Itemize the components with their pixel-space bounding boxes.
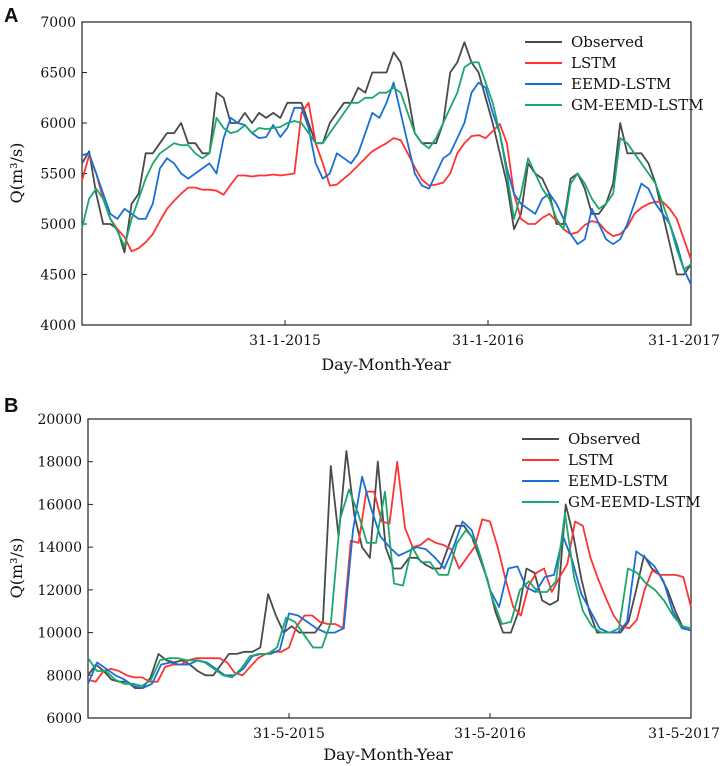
legend-label-gm-eemd-lstm: GM-EEMD-LSTM [568, 493, 701, 511]
series-line-lstm [81, 101, 692, 260]
x-tick-label: 31-5-2017 [648, 726, 720, 742]
y-tick-label: 5500 [40, 167, 76, 183]
series-line-gm-eemd-lstm [81, 61, 692, 271]
y-tick-label: 4500 [40, 268, 76, 284]
panel-a-legend: Observed LSTM EEMD-LSTM GM-EEMD-LSTM [525, 33, 704, 114]
series-line-eemd-lstm [81, 81, 692, 285]
legend-label-lstm: LSTM [568, 451, 614, 469]
panel-b-series [87, 450, 692, 689]
x-tick-label: 31-1-2016 [452, 333, 524, 349]
panel-b: B 6000 8000 10000 12000 14000 16000 18000 20000… [4, 395, 720, 764]
panel-b-y-ticks: 6000 8000 10000 12000 14000 16000 18000 20000 [37, 412, 93, 727]
legend-label-eemd-lstm: EEMD-LSTM [568, 472, 668, 490]
y-tick-label: 20000 [37, 412, 82, 428]
y-tick-label: 7000 [40, 15, 76, 31]
panel-b-x-ticks: 31-5-2015 31-5-2016 31-5-2017 [253, 713, 720, 742]
x-tick-label: 31-1-2015 [249, 333, 321, 349]
y-tick-label: 6500 [40, 66, 76, 82]
y-tick-label: 4000 [40, 318, 76, 334]
panel-b-letter: B [4, 395, 18, 417]
panel-a-y-ticks: 4000 4500 5000 5500 6000 6500 7000 [40, 15, 87, 334]
panel-a-series [81, 41, 692, 285]
y-tick-label: 12000 [37, 583, 82, 599]
series-line-observed [81, 41, 692, 276]
panel-a-y-axis-title: Q(m³/s) [7, 143, 26, 204]
panel-a-x-axis-title: Day-Month-Year [321, 355, 451, 374]
y-tick-label: 5000 [40, 217, 76, 233]
x-tick-label: 31-5-2016 [454, 726, 526, 742]
legend-label-lstm: LSTM [571, 54, 617, 72]
y-tick-label: 10000 [37, 626, 82, 642]
y-tick-label: 6000 [46, 711, 82, 727]
legend-label-observed: Observed [568, 430, 641, 448]
panel-b-plot-frame [87, 418, 692, 719]
x-tick-label: 31-1-2017 [648, 333, 720, 349]
y-tick-label: 16000 [37, 497, 82, 513]
legend-label-observed: Observed [571, 33, 644, 51]
y-tick-label: 6000 [40, 116, 76, 132]
panel-b-y-axis-title: Q(m³/s) [7, 538, 26, 599]
panel-b-x-axis-title: Day-Month-Year [323, 745, 453, 764]
y-tick-label: 18000 [37, 455, 82, 471]
legend-label-eemd-lstm: EEMD-LSTM [571, 75, 671, 93]
panel-a: A 4000 4500 5000 5500 6000 6500 7000 31-1-2015… [4, 5, 720, 374]
panel-a-letter: A [4, 5, 18, 27]
y-tick-label: 14000 [37, 540, 82, 556]
series-line-gm-eemd-lstm [87, 488, 692, 687]
panel-b-legend: Observed LSTM EEMD-LSTM GM-EEMD-LSTM [522, 430, 701, 511]
panel-a-x-ticks: 31-1-2015 31-1-2016 31-1-2017 [249, 320, 720, 349]
legend-label-gm-eemd-lstm: GM-EEMD-LSTM [571, 96, 704, 114]
series-line-eemd-lstm [87, 475, 692, 689]
x-tick-label: 31-5-2015 [253, 726, 325, 742]
y-tick-label: 8000 [46, 668, 82, 684]
